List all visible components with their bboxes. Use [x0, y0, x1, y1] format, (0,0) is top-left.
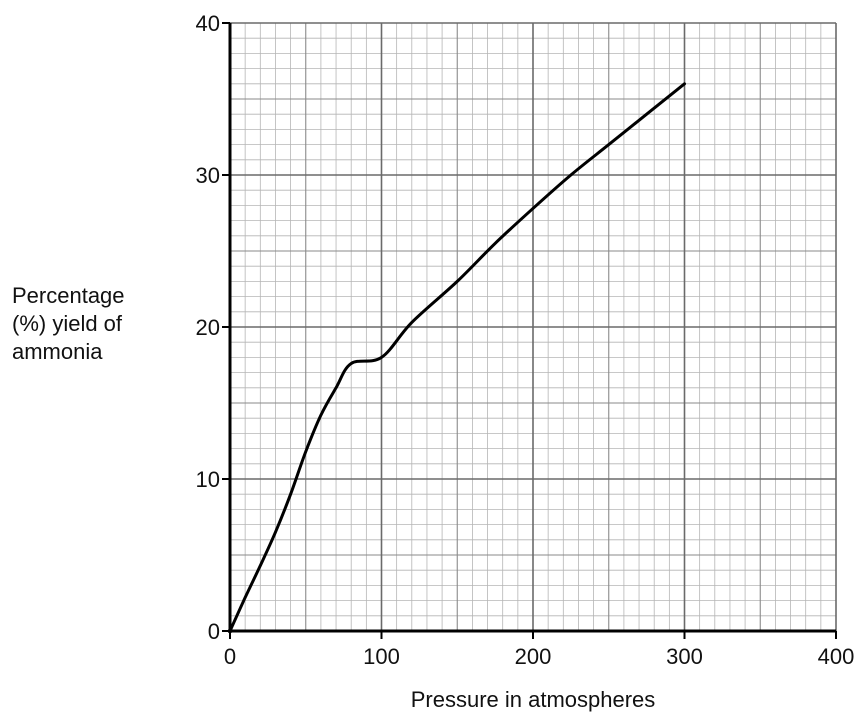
y-tick-labels: 0 10 20 30 40	[196, 11, 220, 644]
yield-curve-line	[228, 82, 686, 633]
y-tick-label: 30	[196, 163, 220, 188]
x-tick-label: 100	[363, 644, 400, 669]
y-tick-label: 0	[208, 619, 220, 644]
y-axis-title: Percentage (%) yield of ammonia	[12, 283, 131, 364]
y-tick-label: 40	[196, 11, 220, 36]
y-axis-title-line-1: Percentage	[12, 283, 125, 308]
x-tick-label: 0	[224, 644, 236, 669]
y-tick-label: 10	[196, 467, 220, 492]
y-tick-label: 20	[196, 315, 220, 340]
x-axis-title: Pressure in atmospheres	[411, 687, 656, 712]
x-tick-labels: 0 100 200 300 400	[224, 644, 854, 669]
y-axis-title-line-2: (%) yield of	[12, 311, 123, 336]
y-axis-title-line-3: ammonia	[12, 339, 103, 364]
x-tick-label: 300	[666, 644, 703, 669]
x-tick-label: 400	[818, 644, 855, 669]
axes	[222, 22, 837, 639]
x-tick-label: 200	[515, 644, 552, 669]
